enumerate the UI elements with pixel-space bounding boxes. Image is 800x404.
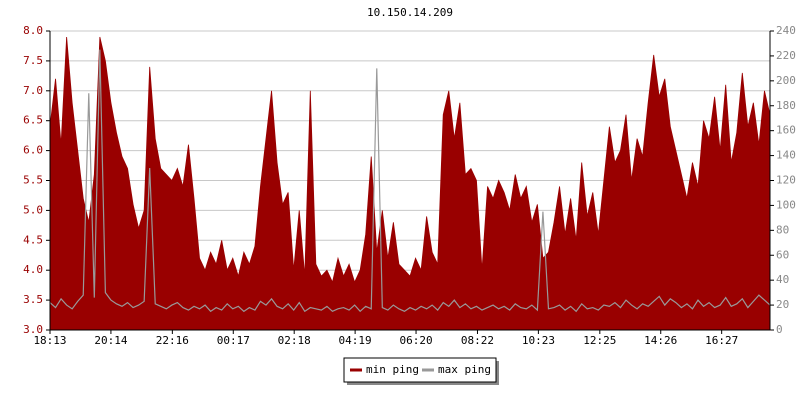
area (49, 36, 771, 331)
y2-tick-label: 40 (776, 273, 789, 286)
x-tick-label: 18:13 (33, 334, 66, 347)
y-tick-label: 7.0 (23, 84, 43, 97)
y-tick-label: 6.5 (23, 114, 43, 127)
y-tick-label: 5.5 (23, 174, 43, 187)
y2-tick-label: 220 (776, 49, 796, 62)
y2-tick-label: 60 (776, 248, 789, 261)
chart-title: 10.150.14.209 (367, 6, 453, 19)
y-tick-label: 3.5 (23, 293, 43, 306)
y-tick-label: 7.5 (23, 54, 43, 67)
y-tick-label: 4.0 (23, 263, 43, 276)
line (49, 49, 771, 313)
x-tick-label: 16:27 (705, 334, 738, 347)
x-tick-label: 20:14 (94, 334, 127, 347)
x-tick-label: 06:20 (399, 334, 432, 347)
y2-tick-label: 0 (776, 323, 783, 336)
x-tick-label: 08:22 (461, 334, 494, 347)
legend (343, 357, 497, 383)
y-tick-label: 3.0 (23, 323, 43, 336)
y2-tick-label: 180 (776, 99, 796, 112)
legend-label: max ping (438, 363, 491, 376)
x-tick-label: 00:17 (217, 334, 250, 347)
x-tick-label: 04:19 (339, 334, 372, 347)
y-tick-label: 4.5 (23, 233, 43, 246)
y2-tick-label: 120 (776, 174, 796, 187)
y2-tick-label: 160 (776, 124, 796, 137)
x-tick-label: 12:25 (583, 334, 616, 347)
y2-tick-label: 80 (776, 223, 789, 236)
y2-tick-label: 140 (776, 149, 796, 162)
y2-tick-label: 240 (776, 24, 796, 37)
y2-tick-label: 100 (776, 198, 796, 211)
y-tick-label: 8.0 (23, 24, 43, 37)
y-tick-label: 6.0 (23, 144, 43, 157)
x-tick-label: 10:23 (522, 334, 555, 347)
y2-tick-label: 20 (776, 298, 789, 311)
x-tick-label: 14:26 (644, 334, 677, 347)
legend-label: min ping (366, 363, 419, 376)
y-tick-label: 5.0 (23, 203, 43, 216)
y2-tick-label: 200 (776, 74, 796, 87)
x-tick-label: 22:16 (156, 334, 189, 347)
x-tick-label: 02:18 (278, 334, 311, 347)
